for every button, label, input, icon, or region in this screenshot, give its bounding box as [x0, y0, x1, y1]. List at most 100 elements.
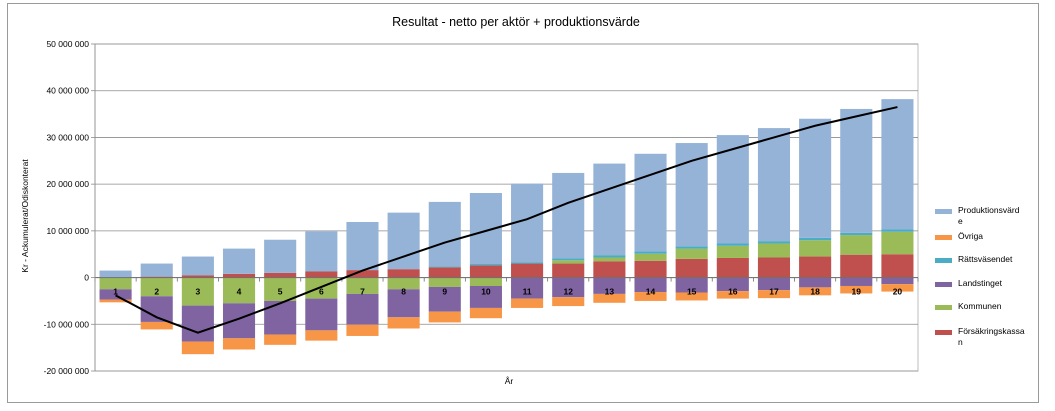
bar-segment-f-rs-kringskassan-4 [222, 273, 256, 278]
bar-segment-landstinget-7 [346, 293, 379, 325]
bar-segment-f-rs-kringskassan-16 [716, 257, 749, 278]
bar-segment-produktionsv-rde-17 [757, 128, 791, 242]
bar-segment--vriga-19 [840, 285, 873, 294]
y-tick-label: 20 000 000 [46, 179, 89, 189]
bar-segment-r-ttsv-sendet-18 [799, 237, 832, 241]
bar-segment--vriga-1 [99, 299, 132, 303]
y-tick-label: -10 000 000 [44, 319, 90, 329]
bar-segment--vriga-15 [675, 292, 708, 301]
category-label-2: 2 [154, 287, 159, 297]
bar-segment-f-rs-kringskassan-18 [799, 256, 832, 278]
bar-segment--vriga-7 [346, 324, 379, 336]
bar-segment-f-rs-kringskassan-14 [634, 260, 667, 278]
legend-swatch--vriga [935, 235, 952, 240]
bar-segment--vriga-12 [552, 297, 585, 307]
bar-segment-landstinget-4 [222, 303, 256, 339]
zero-axis [94, 277, 919, 282]
category-label-8: 8 [401, 287, 406, 297]
legend-swatch-f-rs-kringskassan [935, 330, 952, 335]
bar-segment-kommunen-15 [675, 248, 708, 259]
category-label-13: 13 [605, 287, 615, 297]
bar-segment-f-rs-kringskassan-13 [593, 261, 626, 278]
net-line-layer [115, 106, 898, 334]
category-label-10: 10 [481, 287, 491, 297]
bar-segment-r-ttsv-sendet-15 [675, 246, 708, 249]
legend-label: Kommunen [958, 301, 1002, 311]
chart-frame: 1 2 3 4 5 6 7 8 9 10 11 12 13 14 15 16 17 18 19 20 -20 000 … [7, 3, 1039, 403]
bar-segment-produktionsv-rde-1 [99, 270, 132, 278]
legend-swatch-kommunen [935, 305, 952, 310]
bar-segment-produktionsv-rde-12 [552, 172, 585, 259]
bar-segment--vriga-13 [593, 293, 626, 303]
y-axis-ticks: -20 000 000 -10 000 000 0 10 000 000 20 000 … [44, 39, 96, 376]
bar-segment-f-rs-kringskassan-19 [840, 254, 873, 278]
bar-segment--vriga-16 [716, 291, 749, 299]
y-tick-label: 10 000 000 [46, 226, 89, 236]
bar-segment-kommunen-20 [881, 231, 914, 255]
category-label-17: 17 [769, 287, 779, 297]
bar-segment-f-rs-kringskassan-11 [511, 263, 544, 278]
bar-segment-kommunen-10 [469, 277, 502, 286]
category-label-11: 11 [523, 287, 532, 297]
bar-segment-f-rs-kringskassan-6 [305, 271, 338, 278]
bar-segment--vriga-14 [634, 292, 667, 301]
bar-segment-landstinget-5 [264, 300, 297, 335]
gridlines [94, 43, 919, 372]
bar-segment-landstinget-8 [387, 289, 420, 318]
bar-segment-kommunen-16 [716, 245, 749, 258]
bar-segment-r-ttsv-sendet-17 [757, 241, 791, 244]
category-label-6: 6 [319, 287, 324, 297]
bar-segment-produktionsv-rde-14 [634, 153, 667, 252]
y-tick-label: 40 000 000 [46, 86, 89, 96]
bar-segment-landstinget-13 [593, 277, 626, 294]
bar-segment-r-ttsv-sendet-11 [511, 262, 544, 264]
bar-segment-r-ttsv-sendet-12 [552, 258, 585, 261]
bar-segment-f-rs-kringskassan-10 [469, 265, 502, 278]
bar-segment--vriga-2 [140, 321, 173, 330]
category-label-4: 4 [237, 287, 242, 297]
legend-label: Produktionsvärd e [958, 205, 1020, 226]
bar-segment-f-rs-kringskassan-12 [552, 263, 585, 278]
bar-segment-f-rs-kringskassan-7 [346, 270, 379, 278]
bar-segment-f-rs-kringskassan-5 [264, 272, 297, 278]
bar-segment--vriga-17 [757, 290, 791, 299]
bar-segment-produktionsv-rde-20 [881, 99, 914, 230]
bar-segment-kommunen-17 [757, 243, 791, 258]
bar-segment-r-ttsv-sendet-20 [881, 229, 914, 232]
bar-segment-kommunen-8 [387, 277, 420, 290]
bar-segment-produktionsv-rde-18 [799, 118, 832, 238]
bar-segment-produktionsv-rde-2 [140, 263, 173, 277]
bar-segment-f-rs-kringskassan-8 [387, 269, 420, 278]
legend-label: Försäkringskassa n [958, 326, 1025, 347]
bar-segment-kommunen-3 [181, 277, 214, 306]
bar-segment-landstinget-11 [511, 277, 544, 299]
legend-label: Landstinget [958, 278, 1003, 288]
x-axis-title: År [505, 376, 514, 386]
category-label-3: 3 [196, 287, 201, 297]
bar-segment--vriga-9 [428, 311, 461, 323]
bar-segment--vriga-10 [469, 307, 502, 319]
legend-label: Övriga [958, 231, 983, 241]
legend-swatch-produktionsv-rde [935, 209, 952, 214]
bar-segment-kommunen-1 [99, 277, 132, 290]
bar-segment-landstinget-20 [881, 277, 914, 285]
bar-segment-r-ttsv-sendet-19 [840, 232, 873, 236]
bar-segment-landstinget-16 [716, 277, 749, 292]
bar-segment-kommunen-5 [264, 277, 297, 301]
legend-label: Rättsväsendet [958, 254, 1013, 264]
category-label-20: 20 [893, 287, 903, 297]
bar-segment-landstinget-17 [757, 277, 791, 291]
category-labels: 1 2 3 4 5 6 7 8 9 10 11 12 13 14 15 16 17 18 19 20 [113, 287, 902, 297]
bar-segment-produktionsv-rde-19 [840, 108, 873, 233]
category-label-16: 16 [728, 287, 738, 297]
y-tick-label: 0 [84, 273, 89, 283]
bar-segment--vriga-20 [881, 284, 914, 292]
bars [99, 99, 914, 355]
legend-swatch-landstinget [935, 282, 952, 287]
category-label-19: 19 [852, 287, 862, 297]
bar-segment-r-ttsv-sendet-14 [634, 251, 667, 254]
bar-segment-landstinget-12 [552, 277, 585, 298]
y-tick-label: 30 000 000 [46, 132, 89, 142]
category-label-18: 18 [810, 287, 820, 297]
bar-segment-landstinget-10 [469, 285, 502, 308]
